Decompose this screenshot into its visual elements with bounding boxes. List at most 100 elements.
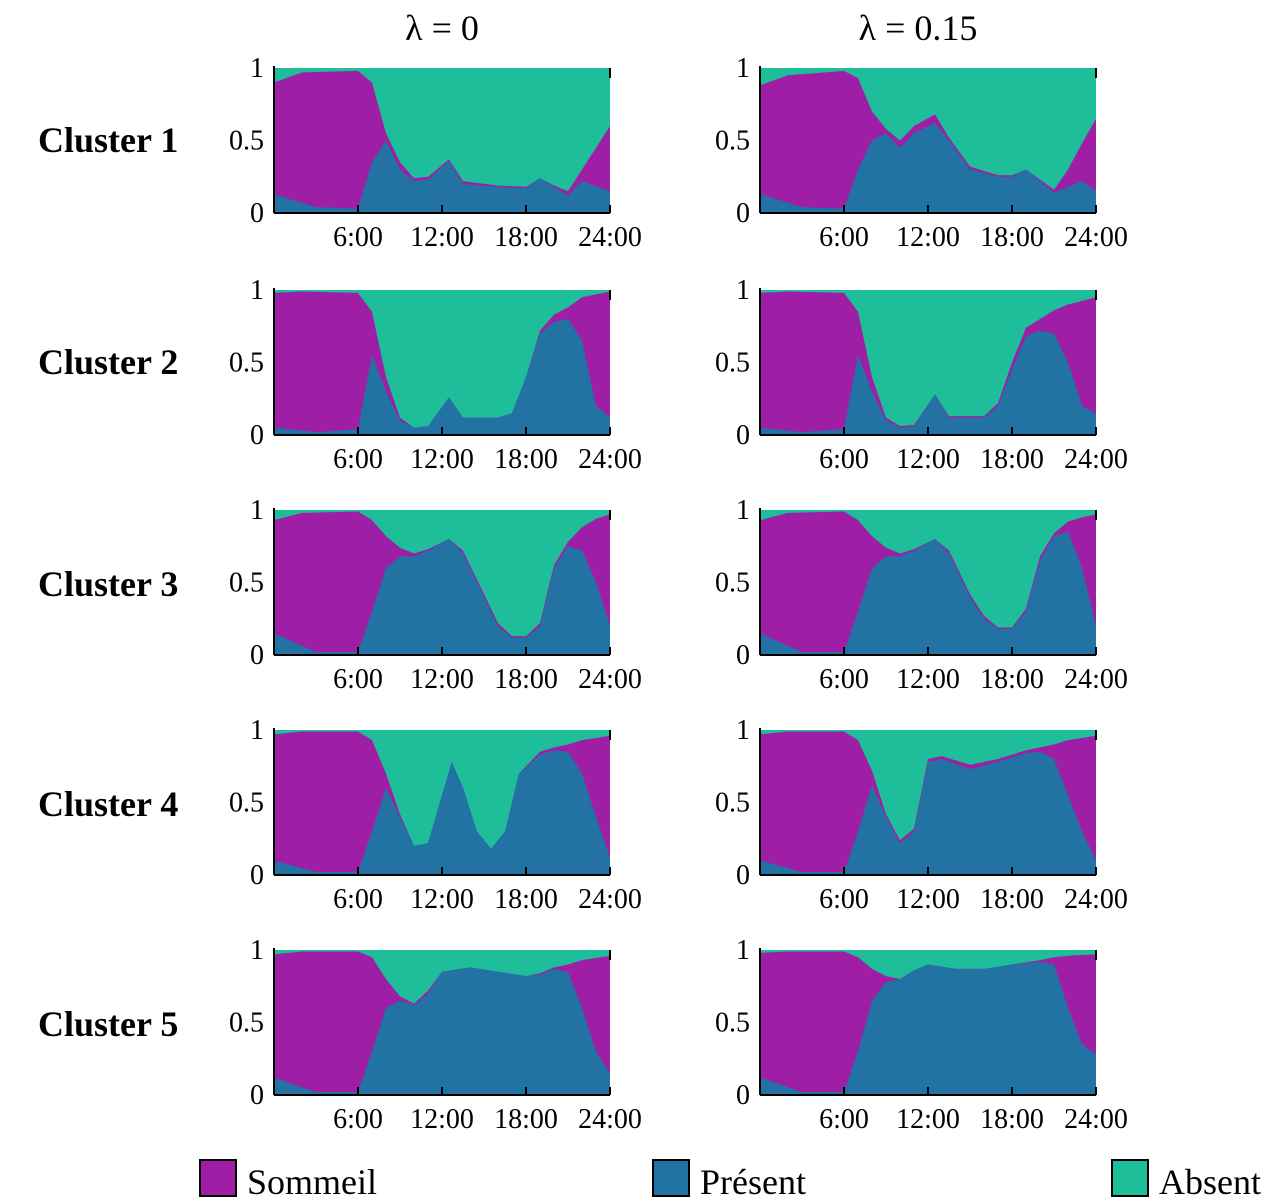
column-title-1: λ = 0 bbox=[405, 8, 479, 48]
area-present bbox=[760, 330, 1096, 435]
x-tick-label: 18:00 bbox=[494, 1104, 558, 1135]
x-tick-label: 12:00 bbox=[896, 222, 960, 253]
panel-cluster-1-col2: 0 0.5 1 6:00 12:00 18:00 24:00 bbox=[715, 53, 1128, 253]
legend-item-sommeil: Sommeil bbox=[199, 1159, 377, 1202]
legend-label-sommeil: Sommeil bbox=[247, 1162, 377, 1202]
panel-cluster-1-col1: 0 0.5 1 6:00 12:00 18:00 24:00 bbox=[229, 53, 642, 253]
row-label-3: Cluster 3 bbox=[38, 564, 178, 604]
area-present bbox=[274, 539, 610, 655]
area-present bbox=[274, 967, 610, 1095]
legend-swatch-absent bbox=[1111, 1159, 1149, 1197]
y-tick-label: 0.5 bbox=[229, 1008, 264, 1039]
y-tick-label: 1 bbox=[736, 495, 750, 526]
y-tick-label: 1 bbox=[250, 935, 264, 966]
x-tick-label: 18:00 bbox=[494, 884, 558, 915]
row-label-5: Cluster 5 bbox=[38, 1004, 178, 1044]
y-tick-label: 1 bbox=[736, 935, 750, 966]
row-label-2: Cluster 2 bbox=[38, 342, 178, 382]
y-tick-label: 1 bbox=[736, 715, 750, 746]
x-tick-label: 6:00 bbox=[333, 664, 383, 695]
legend-swatch-sommeil bbox=[199, 1159, 237, 1197]
x-tick-label: 6:00 bbox=[819, 444, 869, 475]
x-tick-label: 18:00 bbox=[980, 1104, 1044, 1135]
x-tick-label: 6:00 bbox=[333, 1104, 383, 1135]
panel-cluster-3-col1: 0 0.5 1 6:00 12:00 18:00 24:00 bbox=[229, 495, 642, 695]
x-tick-label: 6:00 bbox=[333, 444, 383, 475]
y-tick-label: 1 bbox=[250, 715, 264, 746]
x-tick-label: 24:00 bbox=[578, 1104, 642, 1135]
x-tick-label: 24:00 bbox=[1064, 444, 1128, 475]
y-tick-label: 0.5 bbox=[229, 568, 264, 599]
legend-item-present: Présent bbox=[652, 1159, 806, 1202]
x-tick-label: 6:00 bbox=[819, 884, 869, 915]
x-tick-label: 12:00 bbox=[896, 884, 960, 915]
x-tick-label: 24:00 bbox=[578, 884, 642, 915]
x-tick-label: 6:00 bbox=[333, 222, 383, 253]
x-tick-label: 12:00 bbox=[410, 222, 474, 253]
legend-swatch-present bbox=[652, 1159, 690, 1197]
y-tick-label: 1 bbox=[250, 495, 264, 526]
x-tick-label: 24:00 bbox=[1064, 884, 1128, 915]
y-tick-label: 1 bbox=[736, 53, 750, 84]
legend: Sommeil Présent Absent bbox=[199, 1159, 1261, 1202]
x-tick-label: 18:00 bbox=[980, 222, 1044, 253]
x-tick-label: 12:00 bbox=[410, 884, 474, 915]
x-tick-label: 24:00 bbox=[578, 444, 642, 475]
column-title-2: λ = 0.15 bbox=[859, 8, 978, 48]
x-tick-label: 18:00 bbox=[980, 884, 1044, 915]
x-tick-label: 24:00 bbox=[1064, 664, 1128, 695]
row-label-1: Cluster 1 bbox=[38, 120, 178, 160]
y-tick-label: 0.5 bbox=[715, 126, 750, 157]
y-tick-label: 0 bbox=[250, 420, 264, 451]
y-tick-label: 0 bbox=[736, 1080, 750, 1111]
panel-cluster-3-col2: 0 0.5 1 6:00 12:00 18:00 24:00 bbox=[715, 495, 1128, 695]
y-tick-label: 0 bbox=[250, 640, 264, 671]
y-tick-label: 0.5 bbox=[229, 788, 264, 819]
area-present bbox=[760, 751, 1096, 875]
x-tick-label: 12:00 bbox=[410, 1104, 474, 1135]
panel-cluster-2-col1: 0 0.5 1 6:00 12:00 18:00 24:00 bbox=[229, 275, 642, 475]
x-tick-label: 24:00 bbox=[1064, 1104, 1128, 1135]
y-tick-label: 0 bbox=[736, 198, 750, 229]
x-tick-label: 12:00 bbox=[896, 1104, 960, 1135]
x-tick-label: 18:00 bbox=[494, 444, 558, 475]
x-tick-label: 12:00 bbox=[896, 664, 960, 695]
area-sommeil bbox=[274, 70, 610, 214]
y-tick-label: 0.5 bbox=[229, 348, 264, 379]
x-tick-label: 12:00 bbox=[896, 444, 960, 475]
panel-cluster-5-col2: 0 0.5 1 6:00 12:00 18:00 24:00 bbox=[715, 935, 1128, 1135]
x-tick-label: 12:00 bbox=[410, 664, 474, 695]
x-tick-label: 6:00 bbox=[333, 884, 383, 915]
area-present bbox=[274, 319, 610, 435]
legend-label-absent: Absent bbox=[1159, 1162, 1261, 1202]
y-tick-label: 0 bbox=[250, 860, 264, 891]
area-present bbox=[760, 961, 1096, 1095]
x-tick-label: 18:00 bbox=[980, 664, 1044, 695]
y-tick-label: 1 bbox=[736, 275, 750, 306]
x-tick-label: 12:00 bbox=[410, 444, 474, 475]
y-tick-label: 0.5 bbox=[229, 126, 264, 157]
x-tick-label: 18:00 bbox=[494, 664, 558, 695]
y-tick-label: 1 bbox=[250, 53, 264, 84]
x-tick-label: 6:00 bbox=[819, 222, 869, 253]
x-tick-label: 18:00 bbox=[980, 444, 1044, 475]
y-tick-label: 0.5 bbox=[715, 348, 750, 379]
x-tick-label: 6:00 bbox=[819, 664, 869, 695]
y-tick-label: 0 bbox=[250, 198, 264, 229]
y-tick-label: 0 bbox=[736, 860, 750, 891]
y-tick-label: 0 bbox=[736, 420, 750, 451]
y-tick-label: 0 bbox=[250, 1080, 264, 1111]
y-tick-label: 0.5 bbox=[715, 788, 750, 819]
area-present bbox=[274, 140, 610, 213]
panel-cluster-4-col2: 0 0.5 1 6:00 12:00 18:00 24:00 bbox=[715, 715, 1128, 915]
panel-cluster-4-col1: 0 0.5 1 6:00 12:00 18:00 24:00 bbox=[229, 715, 642, 915]
x-tick-label: 24:00 bbox=[578, 664, 642, 695]
area-present bbox=[274, 750, 610, 875]
x-tick-label: 24:00 bbox=[1064, 222, 1128, 253]
legend-item-absent: Absent bbox=[1111, 1159, 1261, 1202]
y-tick-label: 0.5 bbox=[715, 568, 750, 599]
x-tick-label: 18:00 bbox=[494, 222, 558, 253]
legend-label-present: Présent bbox=[700, 1162, 806, 1202]
y-tick-label: 0.5 bbox=[715, 1008, 750, 1039]
